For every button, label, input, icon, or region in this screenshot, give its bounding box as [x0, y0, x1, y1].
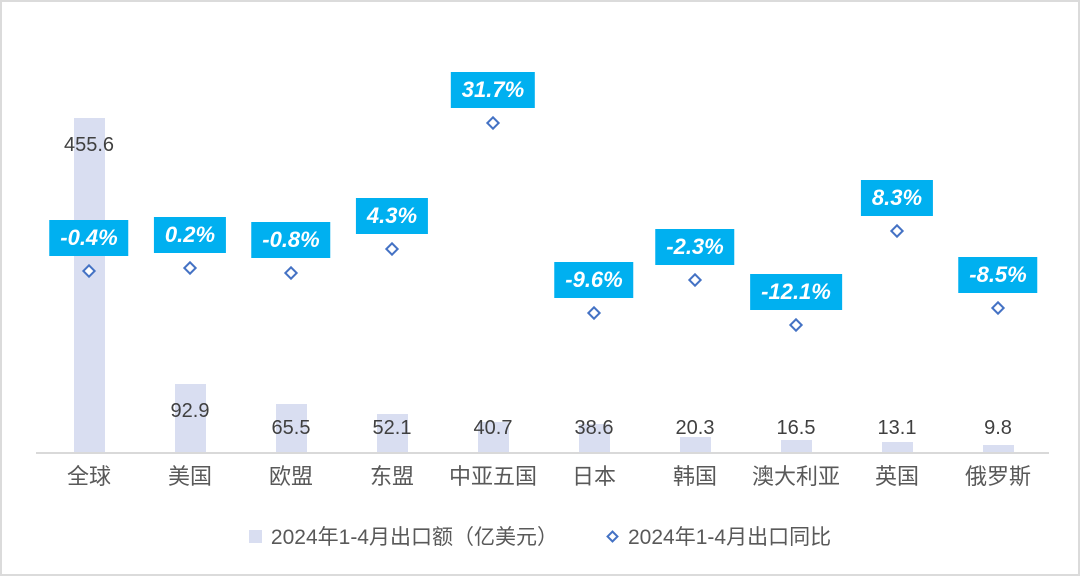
growth-label: -2.3%	[655, 228, 735, 265]
bar	[679, 437, 711, 452]
growth-label: 8.3%	[860, 179, 934, 216]
growth-marker-icon	[384, 242, 400, 257]
growth-label: 0.2%	[153, 217, 227, 254]
bar	[881, 442, 913, 452]
growth-marker-icon	[182, 260, 198, 276]
growth-label: 4.3%	[355, 198, 429, 235]
growth-marker-icon	[485, 115, 501, 130]
category-label: 东盟	[369, 464, 414, 489]
bar-value-label: 9.8	[984, 417, 1012, 439]
growth-label: -8.5%	[958, 257, 1038, 294]
bar-value-label: 13.1	[877, 417, 917, 439]
bar-value-label: 40.7	[473, 417, 513, 439]
diamond-swatch-icon	[606, 529, 619, 543]
category-label: 俄罗斯	[964, 464, 1031, 489]
bar-swatch-icon	[248, 529, 262, 543]
category-label: 日本	[571, 464, 616, 489]
bar-value-label: 92.9	[170, 399, 210, 422]
bar	[376, 413, 408, 452]
growth-marker-icon	[788, 317, 804, 332]
legend-label-yoy: 2024年1-4月出口同比	[628, 526, 832, 549]
category-label: 中亚五国	[448, 464, 537, 489]
category-label: 欧盟	[268, 464, 313, 489]
category-label: 英国	[874, 464, 919, 489]
bar	[275, 403, 307, 452]
bar-value-label: 38.6	[574, 417, 614, 439]
growth-label: -12.1%	[750, 273, 842, 310]
category-label: 美国	[167, 464, 212, 489]
bar-value-label: 20.3	[675, 417, 715, 439]
growth-label: -0.8%	[251, 221, 331, 258]
growth-marker-icon	[586, 306, 602, 321]
growth-marker-icon	[283, 265, 299, 280]
bar	[73, 117, 105, 452]
bar	[477, 422, 509, 452]
bar-value-label: 16.5	[776, 417, 816, 439]
growth-label: -9.6%	[554, 262, 634, 299]
bar	[578, 423, 610, 452]
bar	[780, 439, 812, 452]
legend: 2024年1-4月出口额（亿美元） 2024年1-4月出口同比	[2, 521, 1078, 551]
category-label: 澳大利亚	[751, 464, 840, 489]
legend-label-exports: 2024年1-4月出口额（亿美元）	[270, 526, 558, 549]
growth-marker-icon	[990, 301, 1006, 316]
x-axis-line	[36, 452, 1049, 454]
bar	[982, 444, 1014, 452]
bar-value-label: 65.5	[271, 417, 311, 439]
legend-item-exports: 2024年1-4月出口额（亿美元）	[248, 521, 558, 551]
growth-marker-icon	[687, 272, 703, 287]
growth-label: 31.7%	[450, 71, 536, 108]
category-label: 韩国	[672, 464, 717, 489]
bar	[174, 383, 206, 452]
bar-value-label: 52.1	[372, 417, 412, 439]
legend-item-yoy: 2024年1-4月出口同比	[606, 521, 831, 551]
category-label: 全球	[66, 464, 111, 489]
bar-value-label: 455.6	[63, 133, 115, 156]
growth-marker-icon	[889, 223, 905, 238]
growth-label: -0.4%	[49, 219, 129, 256]
